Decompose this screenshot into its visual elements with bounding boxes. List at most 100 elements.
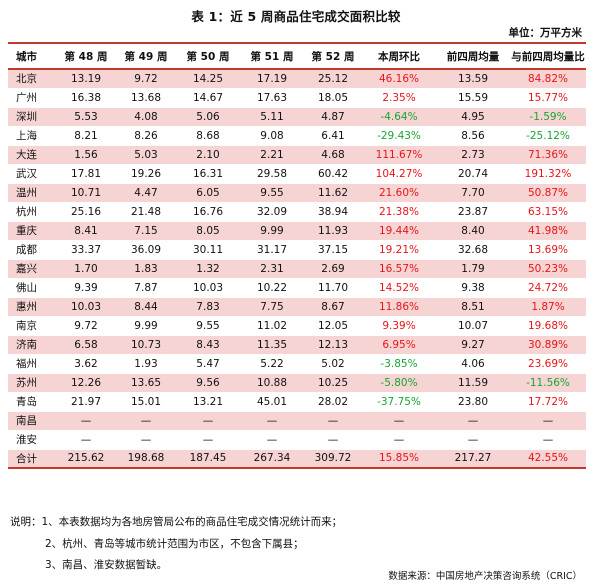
cell-week51: 10.88 xyxy=(240,373,304,393)
data-source: 数据来源：中国房地产决策咨询系统（CRIC） xyxy=(388,571,582,582)
header-wow: 本周环比 xyxy=(362,42,436,70)
cell-city: 深圳 xyxy=(8,107,56,127)
cell-week50: 9.56 xyxy=(176,373,240,393)
cell-week48: 8.21 xyxy=(56,126,116,146)
cell-avg4: 2.73 xyxy=(436,144,510,165)
table-row: 淮安 — — — — — — — — xyxy=(8,430,586,450)
cell-week49: 4.47 xyxy=(116,183,176,203)
notes: 说明：1、本表数据均为各地房管局公布的商品住宅成交情况统计而来； 2、杭州、青岛… xyxy=(10,512,342,577)
cell-week51: 267.34 xyxy=(240,448,304,469)
table-row: 惠州 10.03 8.44 7.83 7.75 8.67 11.86% 8.51 1.87% xyxy=(8,297,586,317)
cell-avg4: 217.27 xyxy=(436,448,510,469)
cell-week49: 21.48 xyxy=(116,202,176,222)
table-row: 福州 3.62 1.93 5.47 5.22 5.02 -3.85% 4.06 23.69% xyxy=(8,354,586,374)
cell-vs-avg: 84.82% xyxy=(510,69,586,89)
cell-avg4: — xyxy=(436,430,510,450)
cell-week52: 8.67 xyxy=(304,297,362,317)
cell-week50: 2.10 xyxy=(176,144,240,165)
cell-vs-avg: 13.69% xyxy=(510,240,586,260)
cell-week48: 12.26 xyxy=(56,373,116,393)
header-week50: 第 50 周 xyxy=(176,42,240,70)
cell-vs-avg: 41.98% xyxy=(510,221,586,241)
cell-week51: 2.21 xyxy=(240,144,304,165)
cell-avg4: 20.74 xyxy=(436,164,510,184)
table-row: 广州 16.38 13.68 14.67 17.63 18.05 2.35% 15.59 15.… xyxy=(8,88,586,108)
table-row: 南京 9.72 9.99 9.55 11.02 12.05 9.39% 10.07 19.68% xyxy=(8,316,586,336)
cell-week48: 9.39 xyxy=(56,278,116,298)
total-row: 合计 215.62 198.68 187.45 267.34 309.72 15.85% 21… xyxy=(8,448,586,469)
table-row: 北京 13.19 9.72 14.25 17.19 25.12 46.16% 13.59 84.… xyxy=(8,69,586,89)
header-avg4: 前四周均量 xyxy=(436,42,510,70)
cell-city: 嘉兴 xyxy=(8,259,56,279)
cell-vs-avg: 17.72% xyxy=(510,392,586,412)
cell-week49: 5.03 xyxy=(116,144,176,165)
cell-wow: -4.64% xyxy=(362,107,436,127)
cell-city: 南京 xyxy=(8,316,56,336)
cell-wow: 14.52% xyxy=(362,278,436,298)
cell-week51: 5.11 xyxy=(240,107,304,127)
cell-avg4: 8.51 xyxy=(436,297,510,317)
cell-week48: 10.71 xyxy=(56,183,116,203)
cell-week49: 8.44 xyxy=(116,297,176,317)
table-row: 武汉 17.81 19.26 16.31 29.58 60.42 104.27% 20.74 1… xyxy=(8,164,586,184)
cell-week50: — xyxy=(176,430,240,450)
cell-week51: 5.22 xyxy=(240,354,304,374)
cell-week49: 13.68 xyxy=(116,88,176,108)
cell-week52: 12.05 xyxy=(304,316,362,336)
cell-week52: 11.70 xyxy=(304,278,362,298)
cell-week49: — xyxy=(116,430,176,450)
housing-transaction-table: 城市 第 48 周 第 49 周 第 50 周 第 51 周 第 52 周 本周… xyxy=(8,42,586,469)
cell-week52: — xyxy=(304,411,362,431)
cell-week52: 11.62 xyxy=(304,183,362,203)
cell-city: 南昌 xyxy=(8,411,56,431)
cell-vs-avg: 19.68% xyxy=(510,316,586,336)
cell-week48: 33.37 xyxy=(56,240,116,260)
cell-week51: 9.08 xyxy=(240,126,304,146)
cell-week52: 4.87 xyxy=(304,107,362,127)
cell-wow: -37.75% xyxy=(362,392,436,412)
cell-week49: — xyxy=(116,411,176,431)
cell-week48: — xyxy=(56,430,116,450)
cell-vs-avg: 15.77% xyxy=(510,88,586,108)
header-week51: 第 51 周 xyxy=(240,42,304,70)
cell-week48: 13.19 xyxy=(56,69,116,89)
cell-week50: 187.45 xyxy=(176,448,240,469)
cell-avg4: 32.68 xyxy=(436,240,510,260)
cell-avg4: 10.07 xyxy=(436,316,510,336)
cell-week50: — xyxy=(176,411,240,431)
cell-week48: 1.70 xyxy=(56,259,116,279)
cell-wow: 104.27% xyxy=(362,164,436,184)
cell-avg4: — xyxy=(436,411,510,431)
cell-week48: 8.41 xyxy=(56,221,116,241)
cell-week51: 10.22 xyxy=(240,278,304,298)
cell-city: 上海 xyxy=(8,126,56,146)
cell-week51: 31.17 xyxy=(240,240,304,260)
cell-wow: 9.39% xyxy=(362,316,436,336)
cell-avg4: 7.70 xyxy=(436,183,510,203)
cell-week51: — xyxy=(240,430,304,450)
cell-avg4: 9.38 xyxy=(436,278,510,298)
cell-vs-avg: 50.23% xyxy=(510,259,586,279)
cell-vs-avg: 30.89% xyxy=(510,335,586,355)
cell-week48: 215.62 xyxy=(56,448,116,469)
cell-week51: 11.35 xyxy=(240,335,304,355)
cell-week52: 60.42 xyxy=(304,164,362,184)
cell-city: 济南 xyxy=(8,335,56,355)
cell-vs-avg: 71.36% xyxy=(510,144,586,165)
cell-week52: 6.41 xyxy=(304,126,362,146)
cell-week51: 2.31 xyxy=(240,259,304,279)
cell-avg4: 13.59 xyxy=(436,69,510,89)
cell-city: 淮安 xyxy=(8,430,56,450)
cell-week50: 8.68 xyxy=(176,126,240,146)
table-row: 重庆 8.41 7.15 8.05 9.99 11.93 19.44% 8.40 41.98% xyxy=(8,221,586,241)
cell-week50: 16.31 xyxy=(176,164,240,184)
cell-wow: 21.60% xyxy=(362,183,436,203)
cell-week52: 38.94 xyxy=(304,202,362,222)
cell-vs-avg: -11.56% xyxy=(510,373,586,393)
cell-avg4: 1.79 xyxy=(436,259,510,279)
cell-avg4: 23.87 xyxy=(436,202,510,222)
cell-wow: — xyxy=(362,411,436,431)
cell-wow: 46.16% xyxy=(362,69,436,89)
cell-week50: 8.05 xyxy=(176,221,240,241)
cell-wow: 19.44% xyxy=(362,221,436,241)
